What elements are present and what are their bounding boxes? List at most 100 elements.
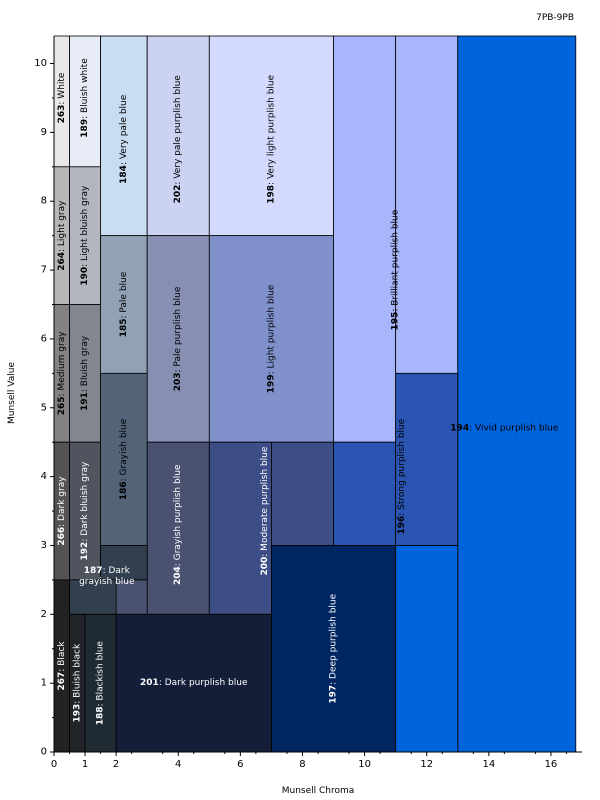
region-number: 264	[57, 252, 67, 271]
color-region-186	[100, 372, 148, 546]
x-tick-label: 12	[420, 759, 433, 770]
region-label-191: 191: Bluish gray	[80, 335, 90, 411]
region-number: 267	[57, 672, 67, 691]
region-name: : Strong purplish blue	[397, 418, 407, 515]
color-region-201	[115, 613, 272, 753]
y-tick-label: 8	[41, 196, 47, 207]
region-number: 190	[80, 267, 90, 286]
region-label-199: 199: Light purplish blue	[266, 284, 276, 393]
region-number: 204	[173, 566, 183, 585]
color-region-200-part2	[271, 441, 334, 546]
region-number: 189	[80, 119, 90, 138]
region-name: : Dark gray	[57, 476, 67, 527]
region-label-200: 200: Moderate purplish blue	[260, 446, 270, 575]
region-label-201: 201: Dark purplish blue	[140, 678, 248, 688]
color-region-185	[100, 235, 148, 374]
region-labels: 263: White 189: Bluish white 184: Very pal…	[57, 58, 559, 726]
region-label-202: 202: Very pale purplish blue	[173, 75, 183, 204]
region-label-187: 187: Dark grayish blue	[79, 566, 135, 587]
region-label-264: 264: Light gray	[57, 200, 67, 271]
y-tick-label: 3	[41, 540, 47, 551]
region-number: 191	[80, 392, 90, 411]
region-label-203: 203: Pale purplish blue	[173, 286, 183, 391]
region-name: : Brilliant purplish blue	[391, 209, 401, 311]
color-region-199	[208, 235, 334, 443]
region-number: 188	[96, 706, 106, 725]
region-number: 265	[57, 396, 67, 415]
region-number: 200	[260, 557, 270, 576]
region-label-197: 197: Deep purplish blue	[329, 593, 339, 703]
color-region-194	[457, 35, 577, 753]
region-label-266: 266: Dark gray	[57, 476, 67, 546]
region-label-193: 193: Bluish black	[72, 643, 82, 723]
region-label-267: 267: Black	[57, 641, 67, 691]
region-label-194: 194: Vivid purplish blue	[450, 423, 559, 433]
color-region-198	[208, 35, 334, 237]
x-tick-label: 6	[237, 759, 243, 770]
region-name-line2: grayish blue	[79, 577, 135, 587]
region-label-263: 263: White	[57, 72, 67, 123]
region-number: 186	[119, 481, 129, 500]
region-name: : Moderate purplish blue	[260, 446, 270, 557]
region-number: 185	[119, 319, 129, 338]
region-name: : Pale blue	[119, 271, 129, 318]
region-number: 193	[72, 704, 82, 723]
region-name: : Dark	[103, 566, 131, 576]
region-name: : Black	[57, 641, 67, 672]
region-label-196: 196: Strong purplish blue	[397, 418, 407, 534]
y-tick-label: 0	[41, 747, 47, 758]
color-region-189	[69, 35, 101, 168]
region-number: 187	[84, 566, 103, 576]
y-tick-label: 4	[41, 471, 47, 482]
region-number: 202	[173, 185, 183, 204]
color-region-202	[146, 35, 210, 237]
region-label-265: 265: Medium gray	[57, 331, 67, 415]
region-label-198: 198: Very light purplish blue	[266, 74, 276, 203]
region-name: : White	[57, 72, 67, 105]
x-tick-label: 2	[113, 759, 119, 770]
region-number: 201	[140, 678, 159, 688]
y-tick-label: 2	[41, 609, 47, 620]
region-name: : Very pale blue	[119, 94, 129, 165]
color-region-194-part2	[395, 545, 459, 753]
region-label-184: 184: Very pale blue	[119, 94, 129, 184]
color-region-196-part2	[395, 372, 459, 546]
region-label-192: 192: Dark bluish gray	[80, 461, 90, 561]
color-region-195-part2	[395, 35, 459, 374]
color-region-200	[208, 441, 272, 615]
region-number: 266	[57, 527, 67, 546]
color-region-192	[69, 441, 101, 581]
x-tick-label: 0	[51, 759, 57, 770]
region-name: : Blackish blue	[96, 641, 106, 707]
color-region-187-part2	[69, 579, 117, 615]
color-region-190	[69, 166, 101, 305]
x-axis-title: Munsell Chroma	[281, 786, 355, 796]
x-tick-label: 4	[175, 759, 181, 770]
region-label-189: 189: Bluish white	[80, 58, 90, 138]
y-tick-label: 1	[41, 678, 47, 689]
x-tick-label: 1	[82, 759, 88, 770]
region-name: : Dark purplish blue	[159, 678, 248, 688]
color-regions	[53, 35, 577, 753]
y-tick-label: 10	[34, 58, 47, 69]
region-name: : Light bluish gray	[80, 185, 90, 267]
region-label-185: 185: Pale blue	[119, 271, 129, 337]
region-name: : Very light purplish blue	[266, 74, 276, 185]
region-number: 197	[329, 685, 339, 704]
x-tick-label: 14	[482, 759, 495, 770]
x-tick-label: 10	[358, 759, 371, 770]
color-region-197	[271, 545, 397, 753]
color-region-195	[333, 35, 397, 443]
region-name: : Grayish blue	[119, 418, 129, 481]
hue-range-label: 7PB-9PB	[536, 13, 574, 23]
region-name: : Bluish white	[80, 58, 90, 119]
region-number: 198	[266, 185, 276, 204]
region-label-188: 188: Blackish blue	[96, 641, 106, 726]
region-name: : Deep purplish blue	[329, 593, 339, 684]
region-name: : Bluish gray	[80, 335, 90, 392]
region-label-190: 190: Light bluish gray	[80, 185, 90, 286]
y-axis-title: Munsell Value	[7, 362, 17, 424]
region-name: : Light purplish blue	[266, 284, 276, 374]
